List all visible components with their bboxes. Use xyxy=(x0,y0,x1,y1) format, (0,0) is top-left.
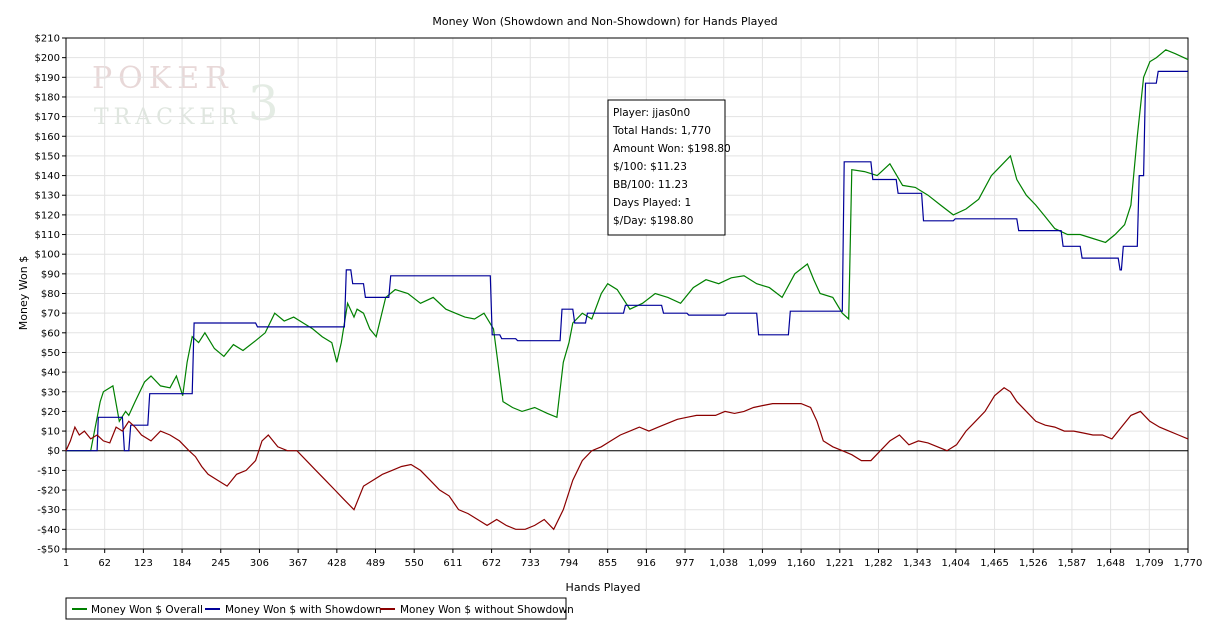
x-tick-label: 428 xyxy=(327,558,346,569)
chart-title: Money Won (Showdown and Non-Showdown) fo… xyxy=(432,15,777,28)
x-tick-label: 367 xyxy=(289,558,308,569)
series-line-without-showdown xyxy=(65,387,1189,531)
x-tick-label: 672 xyxy=(482,558,501,569)
y-tick-label: $70 xyxy=(41,309,60,320)
legend-label-showdown: Money Won $ with Showdown xyxy=(225,604,382,616)
legend-label-non-showdown: Money Won $ without Showdown xyxy=(400,604,574,616)
tooltip-line-bb-per-100: BB/100: 11.23 xyxy=(613,179,688,191)
x-tick-label: 1,282 xyxy=(864,558,893,569)
x-tick-label: 1,160 xyxy=(787,558,816,569)
x-tick-label: 794 xyxy=(559,558,578,569)
chart-legend: Money Won $ Overall Money Won $ with Sho… xyxy=(65,597,574,620)
x-tick-label: 489 xyxy=(366,558,385,569)
y-tick-label: -$10 xyxy=(37,466,60,477)
y-tick-label: $40 xyxy=(41,368,60,379)
y-tick-label: $50 xyxy=(41,348,60,359)
x-tick-label: 1,404 xyxy=(942,558,971,569)
x-tick-label: 1,038 xyxy=(709,558,738,569)
y-tick-label: $90 xyxy=(41,269,60,280)
y-axis-ticks: -$50 -$40 -$30 -$20 -$10 $0 $10 $20 $30 $40 $50 $60… xyxy=(35,34,66,556)
x-tick-label: 245 xyxy=(211,558,230,569)
series-line-with-showdown xyxy=(66,70,1188,452)
y-tick-label: $210 xyxy=(35,34,60,45)
y-tick-label: $80 xyxy=(41,289,60,300)
x-tick-label: 1,587 xyxy=(1058,558,1087,569)
y-tick-label: $0 xyxy=(47,446,60,457)
y-tick-label: $160 xyxy=(35,132,60,143)
x-tick-label: 1 xyxy=(63,558,69,569)
x-tick-label: 855 xyxy=(598,558,617,569)
y-tick-label: $60 xyxy=(41,328,60,339)
x-tick-label: 184 xyxy=(173,558,192,569)
x-tick-label: 1,099 xyxy=(748,558,777,569)
x-tick-label: 550 xyxy=(405,558,424,569)
tooltip-box xyxy=(607,99,726,236)
x-axis-ticks: 1 62 123 184 245 306 367 428 489 550 611 672 733 794 8… xyxy=(63,549,1203,569)
tooltip-line-days-played: Days Played: 1 xyxy=(613,197,691,209)
x-tick-label: 977 xyxy=(675,558,694,569)
y-tick-label: $170 xyxy=(35,112,60,123)
watermark-mark: 3 xyxy=(248,76,279,132)
y-tick-label: $120 xyxy=(35,210,60,221)
legend-box xyxy=(65,597,567,620)
x-tick-label: 1,770 xyxy=(1174,558,1203,569)
y-tick-label: $140 xyxy=(35,171,60,182)
x-tick-label: 306 xyxy=(250,558,269,569)
x-tick-label: 123 xyxy=(134,558,153,569)
y-tick-label: $130 xyxy=(35,191,60,202)
x-tick-label: 62 xyxy=(98,558,111,569)
watermark-line1: POKER xyxy=(92,61,234,96)
x-axis-title: Hands Played xyxy=(566,581,641,594)
y-tick-label: -$30 xyxy=(37,505,60,516)
watermark-line2: TRACKER xyxy=(94,105,242,130)
x-tick-label: 1,343 xyxy=(903,558,932,569)
x-tick-label: 1,221 xyxy=(825,558,854,569)
y-tick-label: -$40 xyxy=(37,525,60,536)
x-tick-label: 1,465 xyxy=(980,558,1009,569)
y-tick-label: $110 xyxy=(35,230,60,241)
y-tick-label: $30 xyxy=(41,387,60,398)
legend-label-overall: Money Won $ Overall xyxy=(91,604,203,616)
x-tick-label: 733 xyxy=(521,558,540,569)
x-tick-label: 916 xyxy=(637,558,656,569)
x-tick-label: 1,526 xyxy=(1019,558,1048,569)
tooltip-line-player: Player: jjas0n0 xyxy=(613,107,690,119)
x-tick-label: 611 xyxy=(443,558,462,569)
player-stats-tooltip: Player: jjas0n0 Total Hands: 1,770 Amoun… xyxy=(607,99,731,236)
y-tick-label: $200 xyxy=(35,53,60,64)
grid-lines xyxy=(65,37,1189,550)
y-tick-label: $100 xyxy=(35,250,60,261)
y-tick-label: $10 xyxy=(41,427,60,438)
tooltip-line-total-hands: Total Hands: 1,770 xyxy=(612,125,711,137)
tooltip-line-amount-won: Amount Won: $198.80 xyxy=(613,143,731,155)
y-tick-label: $190 xyxy=(35,73,60,84)
y-tick-label: -$20 xyxy=(37,486,60,497)
y-tick-label: $20 xyxy=(41,407,60,418)
y-tick-label: $150 xyxy=(35,151,60,162)
y-tick-label: $180 xyxy=(35,92,60,103)
tooltip-line-per-100: $/100: $11.23 xyxy=(613,161,687,173)
series-lines xyxy=(65,49,1189,531)
series-line-overall xyxy=(66,49,1189,452)
y-tick-label: -$50 xyxy=(37,545,60,556)
poker-tracker-watermark-logo: POKER TRACKER 3 xyxy=(92,61,279,132)
tooltip-line-per-day: $/Day: $198.80 xyxy=(613,215,693,227)
x-tick-label: 1,648 xyxy=(1096,558,1125,569)
x-tick-label: 1,709 xyxy=(1135,558,1164,569)
y-axis-title: Money Won $ xyxy=(17,256,30,330)
